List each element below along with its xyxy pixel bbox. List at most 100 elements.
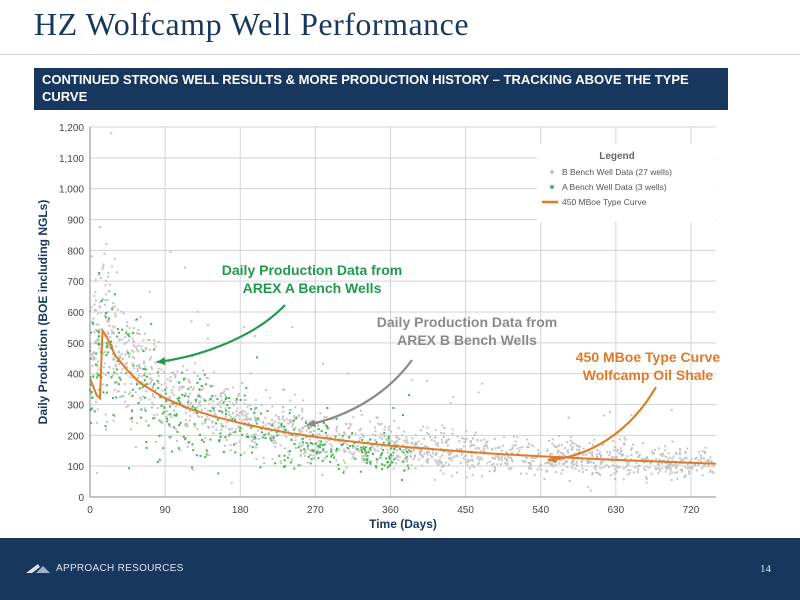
a-bench-point: [199, 454, 202, 457]
a-bench-point: [261, 436, 264, 439]
a-bench-point: [158, 419, 161, 422]
b-bench-point: [343, 432, 346, 435]
b-bench-point: [198, 402, 201, 405]
b-bench-point: [141, 367, 144, 370]
b-bench-point: [562, 458, 565, 461]
b-bench-point: [702, 465, 705, 468]
b-bench-point: [527, 467, 530, 470]
a-bench-point: [401, 414, 404, 417]
a-bench-point: [407, 467, 410, 470]
b-bench-point: [558, 462, 561, 465]
b-bench-point: [683, 475, 686, 478]
a-bench-point: [182, 377, 185, 380]
b-bench-point: [150, 356, 153, 359]
b-bench-point: [645, 481, 648, 484]
a-bench-point: [107, 351, 110, 354]
b-bench-point: [299, 464, 302, 467]
b-bench-point: [657, 447, 660, 450]
b-bench-point: [393, 419, 396, 422]
b-bench-point: [110, 332, 113, 335]
b-bench-point: [200, 409, 203, 412]
b-bench-point: [486, 462, 489, 465]
b-bench-point: [148, 290, 151, 293]
b-bench-point: [254, 433, 257, 436]
b-bench-point: [709, 456, 712, 459]
a-bench-point: [218, 440, 221, 443]
b-bench-point: [577, 445, 580, 448]
b-bench-point: [613, 477, 616, 480]
b-bench-point: [447, 463, 450, 466]
b-bench-point: [324, 451, 327, 454]
b-bench-point: [483, 450, 486, 453]
b-bench-point: [622, 453, 625, 456]
b-bench-point: [132, 344, 135, 347]
b-bench-point: [676, 471, 679, 474]
a-bench-point: [334, 435, 337, 438]
b-bench-point: [377, 422, 380, 425]
b-bench-point: [184, 393, 187, 396]
b-bench-point: [494, 457, 497, 460]
b-bench-point: [615, 455, 618, 458]
b-bench-point: [107, 333, 110, 336]
b-bench-point: [558, 444, 561, 447]
b-bench-point: [447, 438, 450, 441]
b-bench-point: [294, 447, 297, 450]
b-bench-point: [96, 371, 99, 374]
a-bench-point: [221, 411, 224, 414]
b-bench-point: [551, 442, 554, 445]
b-bench-point: [548, 461, 551, 464]
a-bench-point: [181, 371, 184, 374]
b-bench-point: [671, 440, 674, 443]
a-bench-point: [143, 379, 146, 382]
b-bench-point: [261, 424, 264, 427]
b-bench-point: [277, 415, 280, 418]
a-bench-point: [181, 393, 184, 396]
b-bench-point: [90, 306, 93, 309]
b-bench-point: [631, 443, 634, 446]
b-bench-point: [585, 460, 588, 463]
b-bench-point: [380, 447, 383, 450]
b-bench-point: [618, 466, 621, 469]
b-bench-point: [207, 409, 210, 412]
a-bench-point: [216, 398, 219, 401]
b-bench-point: [530, 467, 533, 470]
b-bench-point: [591, 453, 594, 456]
b-bench-point: [452, 395, 455, 398]
b-bench-point: [95, 400, 98, 403]
b-bench-point: [437, 444, 440, 447]
a-bench-point: [157, 387, 160, 390]
b-bench-point: [546, 461, 549, 464]
b-bench-point: [277, 416, 280, 419]
b-bench-point: [124, 391, 127, 394]
a-bench-point: [141, 386, 144, 389]
a-bench-point: [337, 467, 340, 470]
b-bench-point: [186, 423, 189, 426]
b-bench-point: [237, 394, 240, 397]
b-bench-point: [135, 348, 138, 351]
b-bench-point: [220, 399, 223, 402]
b-bench-point: [506, 455, 509, 458]
b-bench-point: [189, 381, 192, 384]
b-bench-point: [565, 460, 568, 463]
a-bench-point: [177, 381, 180, 384]
b-bench-point: [586, 461, 589, 464]
b-bench-point: [169, 250, 172, 253]
a-bench-point: [283, 459, 286, 462]
b-bench-point: [140, 345, 143, 348]
b-bench-point: [681, 468, 684, 471]
a-bench-point: [360, 448, 363, 451]
a-bench-point: [97, 343, 100, 346]
b-bench-point: [133, 357, 136, 360]
b-bench-point: [352, 446, 355, 449]
b-bench-point: [170, 415, 173, 418]
b-bench-point: [285, 418, 288, 421]
b-bench-point: [367, 440, 370, 443]
b-bench-point: [460, 454, 463, 457]
b-bench-point: [94, 342, 97, 345]
b-bench-point: [152, 403, 155, 406]
b-bench-point: [497, 456, 500, 459]
b-bench-point: [183, 424, 186, 427]
b-bench-point: [131, 337, 134, 340]
a-bench-point: [104, 311, 107, 314]
b-bench-point: [570, 441, 573, 444]
